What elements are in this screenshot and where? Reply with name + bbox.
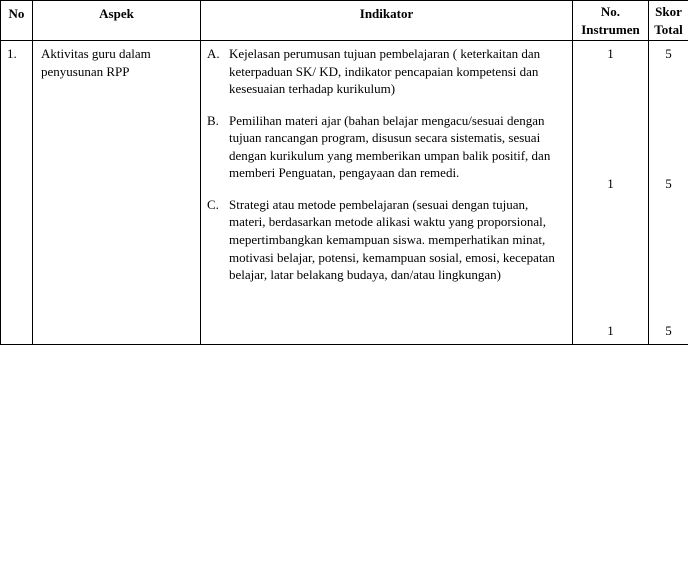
col-header-text: Skor xyxy=(651,3,686,21)
skor-value: 5 xyxy=(651,45,686,63)
aspek-text: penyusunan RPP xyxy=(41,63,192,81)
indikator-letter: C. xyxy=(207,196,229,284)
cell-skor-total: 5 5 5 xyxy=(649,41,688,345)
table-header-row: No Aspek Indikator No. Instrumen Skor To… xyxy=(1,1,688,41)
indikator-item-a: A. Kejelasan perumusan tujuan pembelajar… xyxy=(207,45,562,98)
skor-value: 5 xyxy=(651,175,686,193)
col-header-no: No xyxy=(1,1,33,41)
col-header-text: Instrumen xyxy=(575,21,646,39)
indikator-text: Kejelasan perumusan tujuan pembelajaran … xyxy=(229,45,562,98)
indikator-text: Pemilihan materi ajar (bahan belajar men… xyxy=(229,112,562,182)
col-header-no-instrumen: No. Instrumen xyxy=(573,1,649,41)
cell-no-instrumen: 1 1 1 xyxy=(573,41,649,345)
col-header-text: Total xyxy=(651,21,686,39)
indikator-text: Strategi atau metode pembelajaran (sesua… xyxy=(229,196,562,284)
table-row: 1. Aktivitas guru dalam penyusunan RPP A… xyxy=(1,41,688,345)
col-header-text: No. xyxy=(575,3,646,21)
cell-aspek: Aktivitas guru dalam penyusunan RPP xyxy=(33,41,201,345)
aspek-text: Aktivitas guru dalam xyxy=(41,45,192,63)
indikator-letter: B. xyxy=(207,112,229,182)
col-header-aspek: Aspek xyxy=(33,1,201,41)
instr-value: 1 xyxy=(575,45,646,63)
col-header-indikator: Indikator xyxy=(201,1,573,41)
indikator-letter: A. xyxy=(207,45,229,98)
instr-value: 1 xyxy=(575,322,646,340)
instr-value: 1 xyxy=(575,175,646,193)
skor-value: 5 xyxy=(651,322,686,340)
cell-no: 1. xyxy=(1,41,33,345)
indikator-item-c: C. Strategi atau metode pembelajaran (se… xyxy=(207,196,562,284)
data-table: No Aspek Indikator No. Instrumen Skor To… xyxy=(0,0,688,345)
col-header-skor-total: Skor Total xyxy=(649,1,688,41)
cell-indikator: A. Kejelasan perumusan tujuan pembelajar… xyxy=(201,41,573,345)
indikator-item-b: B. Pemilihan materi ajar (bahan belajar … xyxy=(207,112,562,182)
